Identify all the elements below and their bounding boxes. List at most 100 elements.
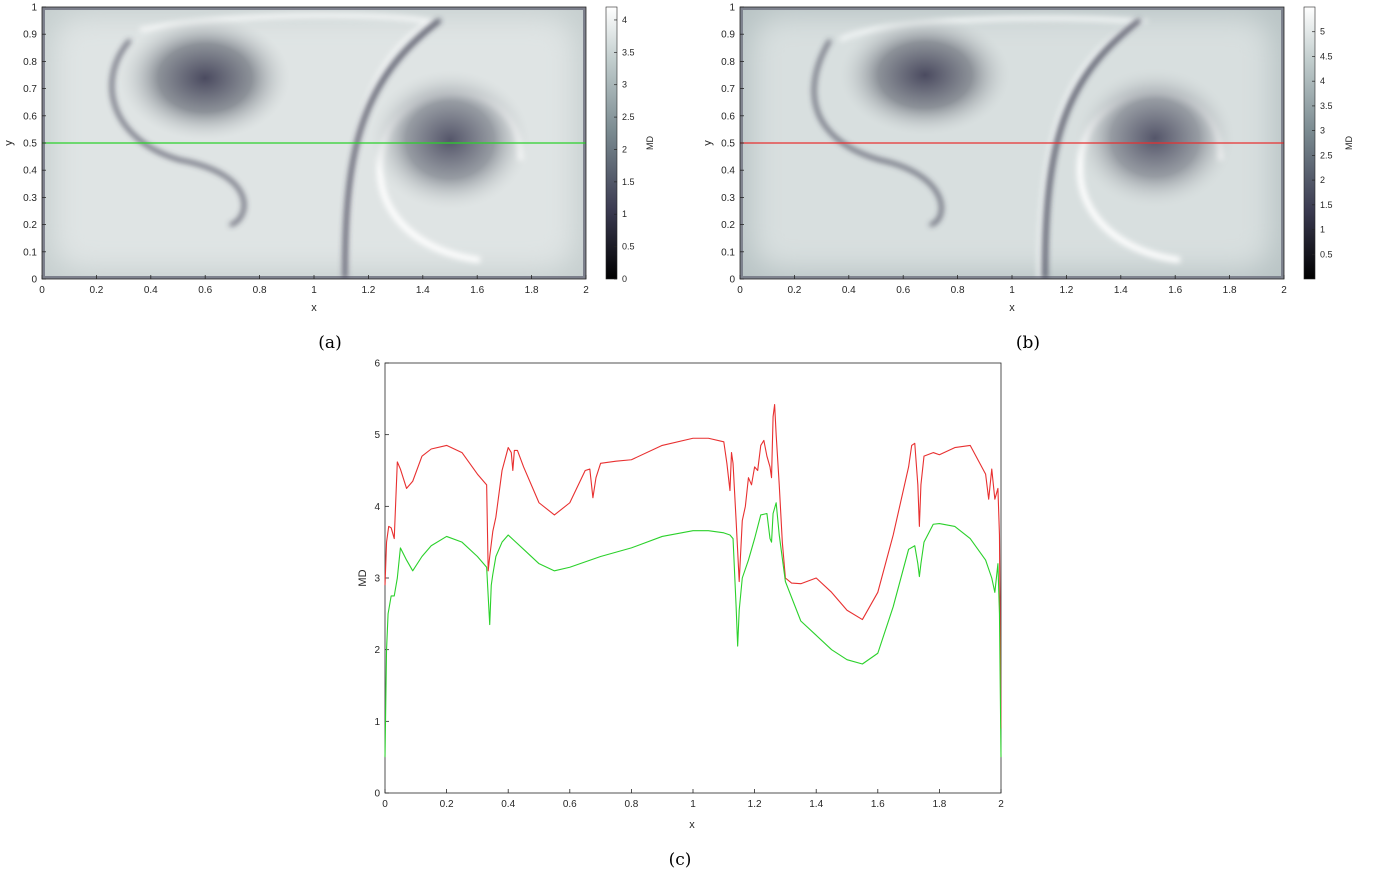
colorbar-tick-label: 0	[622, 274, 627, 284]
heatmap-b-vortex	[840, 15, 1010, 135]
heatmap-a-vortex	[120, 16, 290, 140]
colorbar-tick-label: 2.5	[1320, 150, 1333, 160]
colorbar-a-label: MD	[645, 136, 655, 150]
heatmap-a-vortex	[370, 70, 530, 210]
x-tick-label: 2	[1281, 285, 1287, 296]
colorbar-tick-label: 0.5	[622, 242, 635, 252]
colorbar-a	[605, 6, 618, 280]
caption-b: (b)	[1016, 333, 1040, 353]
axes-c: 0 0.2 0.4 0.6 0.8 1 1.2 1.4 1.6 1.8 2 0 1 2 3 4 5 6	[374, 359, 1004, 811]
axis-b-ylabel: y	[702, 140, 714, 146]
x-tick-label: 0.6	[563, 799, 577, 810]
x-tick-label: 1.6	[470, 285, 484, 296]
y-tick-label: 0.2	[721, 220, 735, 231]
y-tick-label: 0.3	[23, 193, 37, 204]
x-tick-label: 0.8	[951, 285, 965, 296]
x-tick-label: 0	[382, 799, 388, 810]
y-tick-label: 0	[729, 275, 735, 286]
x-tick-label: 1	[311, 285, 317, 296]
series-line-1	[384, 502, 1002, 758]
x-tick-label: 1.2	[361, 285, 375, 296]
heatmap-b-vortex	[1075, 68, 1235, 208]
y-tick-label: 1	[729, 3, 735, 14]
x-tick-label: 0.6	[896, 285, 910, 296]
x-tick-label: 1	[690, 799, 696, 810]
heatmap-b-filament	[1043, 18, 1142, 279]
x-tick-label: 0.8	[624, 799, 638, 810]
y-tick-label: 2	[374, 645, 380, 656]
caption-c: (c)	[669, 850, 692, 870]
y-tick-label: 0.3	[721, 193, 735, 204]
y-tick-label: 0.6	[23, 111, 37, 122]
y-tick-label: 0.5	[721, 139, 735, 150]
x-tick-label: 1.2	[1059, 285, 1073, 296]
colorbar-b-label: MD	[1344, 136, 1354, 150]
x-tick-label: 0.4	[842, 285, 856, 296]
y-tick-label: 0.7	[23, 84, 37, 95]
y-tick-label: 0.5	[23, 139, 37, 150]
colorbar-b-ticks: 0.5 1 1.5 2 2.5 3 3.5 4 4.5 5	[1312, 27, 1333, 259]
y-tick-label: 1	[31, 3, 37, 14]
heatmap-b-filament	[812, 39, 943, 227]
x-tick-label: 1.4	[416, 285, 430, 296]
x-tick-label: 0.2	[787, 285, 801, 296]
colorbar-tick-label: 5	[1320, 27, 1325, 37]
y-tick-label: 1	[374, 717, 380, 728]
y-tick-label: 6	[374, 359, 380, 370]
y-tick-label: 0.4	[23, 166, 37, 177]
x-tick-label: 0.2	[89, 285, 103, 296]
colorbar-tick-label: 2	[1320, 175, 1325, 185]
y-tick-label: 5	[374, 430, 380, 441]
colorbar-tick-label: 4.5	[1320, 51, 1333, 61]
colorbar-a-ticks: 0 0.5 1 1.5 2 2.5 3 3.5 4	[614, 15, 635, 284]
colorbar-tick-label: 4	[622, 15, 627, 25]
y-tick-label: 0.7	[721, 84, 735, 95]
colorbar-tick-label: 4	[1320, 76, 1325, 86]
y-tick-label: 0.2	[23, 220, 37, 231]
y-tick-label: 0.8	[721, 57, 735, 68]
colorbar-tick-label: 1	[622, 209, 627, 219]
x-tick-label: 0	[39, 285, 45, 296]
axes-a: 0 0.2 0.4 0.6 0.8 1 1.2 1.4 1.6 1.8 2 0 0.1 0.2 0.3 0.4…	[23, 3, 589, 297]
y-tick-label: 3	[374, 574, 380, 585]
panel-b: 0 0.2 0.4 0.6 0.8 1 1.2 1.4 1.6 1.8 2 0 0.1 0.2 0.3 0.4…	[702, 3, 1354, 354]
x-tick-label: 0.4	[501, 799, 515, 810]
colorbar-tick-label: 0.5	[1320, 249, 1333, 259]
x-tick-label: 0.2	[440, 799, 454, 810]
x-tick-label: 1.2	[748, 799, 762, 810]
y-tick-label: 0.4	[721, 166, 735, 177]
colorbar-tick-label: 2	[622, 144, 627, 154]
x-tick-label: 1.6	[871, 799, 885, 810]
y-tick-label: 4	[374, 502, 380, 513]
colorbar-tick-label: 2.5	[622, 112, 635, 122]
x-tick-label: 1.4	[809, 799, 823, 810]
x-tick-label: 2	[583, 285, 589, 296]
colorbar-tick-label: 1.5	[1320, 200, 1333, 210]
axis-a-ylabel: y	[3, 140, 15, 146]
series-line-0	[384, 404, 1002, 729]
x-tick-label: 1.8	[932, 799, 946, 810]
colorbar-b	[1303, 6, 1316, 280]
colorbar-tick-label: 3	[1320, 126, 1325, 136]
y-tick-label: 0.8	[23, 57, 37, 68]
y-tick-label: 0.9	[23, 30, 37, 41]
y-tick-label: 0.6	[721, 111, 735, 122]
axis-b-xlabel: x	[1009, 302, 1015, 314]
panel-a: 0 0.2 0.4 0.6 0.8 1 1.2 1.4 1.6 1.8 2 0 0.1 0.2 0.3 0.4…	[3, 3, 655, 354]
x-tick-label: 1.8	[1223, 285, 1237, 296]
colorbar-tick-label: 1.5	[622, 177, 635, 187]
x-tick-label: 1.4	[1114, 285, 1128, 296]
colorbar-tick-label: 3.5	[622, 47, 635, 57]
axis-c-ylabel: MD	[357, 569, 369, 586]
y-tick-label: 0.9	[721, 30, 735, 41]
colorbar-tick-label: 3.5	[1320, 101, 1333, 111]
x-tick-label: 1	[1009, 285, 1015, 296]
colorbar-tick-label: 1	[1320, 225, 1325, 235]
y-tick-label: 0	[374, 789, 380, 800]
x-tick-label: 1.6	[1168, 285, 1182, 296]
x-tick-label: 0.4	[144, 285, 158, 296]
axes-b: 0 0.2 0.4 0.6 0.8 1 1.2 1.4 1.6 1.8 2 0 0.1 0.2 0.3 0.4…	[721, 3, 1287, 297]
x-tick-label: 0.6	[198, 285, 212, 296]
colorbar-tick-label: 3	[622, 80, 627, 90]
